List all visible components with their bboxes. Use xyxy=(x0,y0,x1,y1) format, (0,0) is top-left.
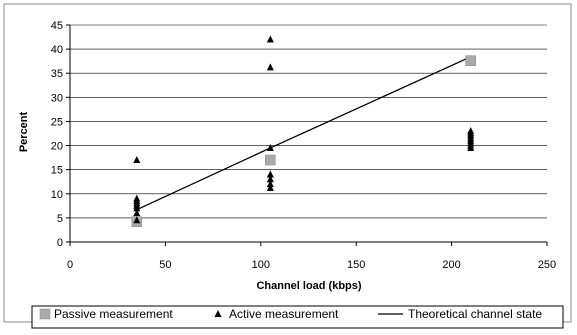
active-point xyxy=(266,35,274,43)
y-tick-label: 30 xyxy=(51,92,63,104)
passive-point xyxy=(465,55,476,66)
y-tick-label: 45 xyxy=(51,20,63,32)
x-tick-label: 50 xyxy=(159,259,171,271)
legend-passive-symbol xyxy=(39,308,51,320)
active-point xyxy=(266,170,274,178)
x-tick-label: 0 xyxy=(67,259,73,271)
passive-point xyxy=(265,154,276,166)
y-tick-label: 5 xyxy=(57,213,63,225)
y-tick-label: 25 xyxy=(51,116,63,128)
x-tick-label: 250 xyxy=(538,259,556,271)
tick-labels: 0 5 10 15 20 25 30 35 40 45 0 50 100 150 200 250 xyxy=(51,20,556,271)
chart-border xyxy=(3,3,572,323)
y-tick-label: 15 xyxy=(51,165,63,177)
active-point xyxy=(133,216,141,224)
active-point xyxy=(266,180,274,188)
legend-box xyxy=(31,305,564,329)
active-point xyxy=(266,63,274,71)
y-tick-label: 35 xyxy=(51,68,63,80)
active-point xyxy=(266,175,274,183)
y-tick-label: 10 xyxy=(51,189,63,201)
legend-label: Passive measurement xyxy=(54,307,173,321)
legend: Passive measurement Active measurement The… xyxy=(39,307,542,321)
legend-label: Active measurement xyxy=(229,307,339,321)
legend-label: Theoretical channel state xyxy=(408,307,542,321)
active-point xyxy=(266,143,274,151)
active-point xyxy=(133,204,141,212)
active-point xyxy=(266,183,274,191)
y-tick-label: 0 xyxy=(57,237,63,249)
y-tick-label: 20 xyxy=(51,141,63,153)
x-tick-label: 150 xyxy=(347,259,365,271)
x-tick-label: 200 xyxy=(442,259,460,271)
axes xyxy=(66,24,548,246)
active-point xyxy=(133,156,141,164)
x-tick-label: 100 xyxy=(252,259,270,271)
active-point xyxy=(133,209,141,217)
legend-active-symbol xyxy=(214,310,222,317)
grid-lines xyxy=(70,24,547,219)
series-group xyxy=(131,35,476,227)
y-tick-label: 40 xyxy=(51,44,63,56)
active-point xyxy=(467,143,475,151)
x-axis-label: Channel load (kbps) xyxy=(256,280,361,292)
y-axis-label: Percent xyxy=(18,111,30,152)
